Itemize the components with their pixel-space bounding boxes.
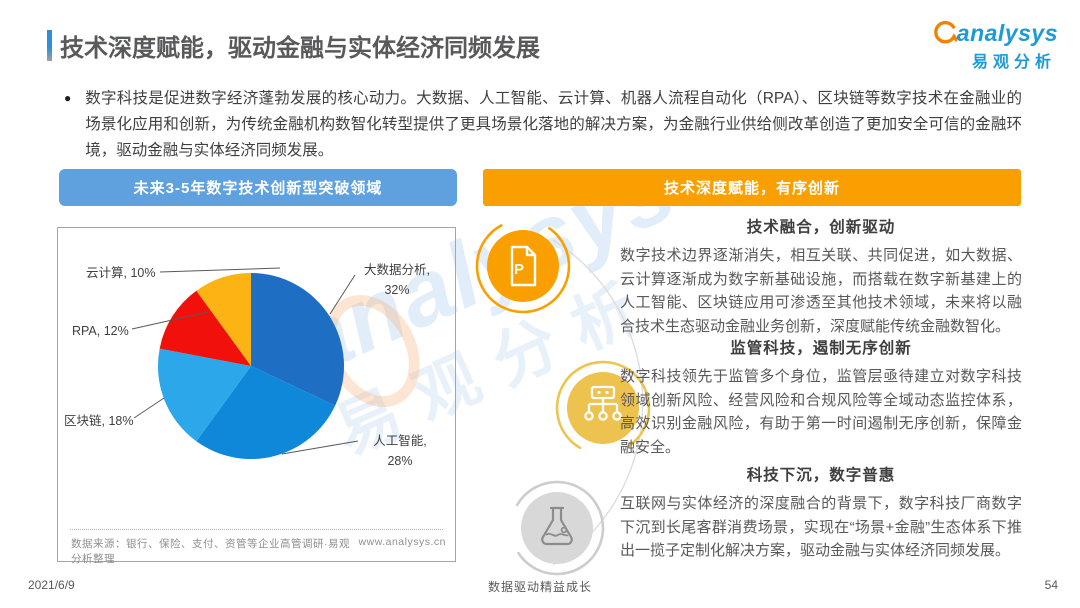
pie-leader-line — [133, 397, 165, 419]
pie-leader-line — [329, 274, 356, 315]
pie-label-云计算: 云计算, 10% — [86, 266, 156, 280]
document-p-icon: P — [475, 218, 571, 314]
svg-text:P: P — [514, 261, 524, 278]
intro-text: 数字科技是促进数字经济蓬勃发展的核心动力。大数据、人工智能、云计算、机器人流程自… — [85, 90, 1022, 159]
pie-label-RPA: RPA, 12% — [72, 324, 129, 338]
pie-label-人工智能: 人工智能, 28% — [373, 434, 427, 468]
section-body: 互联网与实体经济的深度融合的背景下，数字科技厂商数字下沉到长尾客群消费场景，实现… — [620, 495, 1022, 559]
website-text: www.analysys.cn — [358, 536, 446, 548]
analysys-logo: analysys 易观分析 — [930, 20, 1058, 72]
flask-icon — [509, 480, 605, 576]
intro-paragraph: ● 数字科技是促进数字经济蓬勃发展的核心动力。大数据、人工智能、云计算、机器人流… — [64, 86, 1022, 164]
page-title: 技术深度赋能，驱动金融与实体经济同频发展 — [60, 35, 540, 62]
pie-leader-line — [281, 440, 359, 455]
section-body: 数字技术边界逐渐消失，相互关联、共同促进，如大数据、云计算逐渐成为数字新基础设施… — [620, 247, 1022, 335]
pie-label-区块链: 区块链, 18% — [64, 414, 134, 428]
logo-swoosh-icon — [933, 20, 957, 44]
pie-chart — [131, 267, 359, 459]
pie-slice-RPA — [159, 290, 251, 366]
section-tech-inclusion: 科技下沉，数字普惠 互联网与实体经济的深度融合的背景下，数字科技厂商数字下沉到长… — [620, 463, 1022, 563]
pie-slice-区块链 — [158, 348, 251, 442]
footer-date: 2021/6/9 — [28, 578, 75, 592]
logo-en-text: analysys — [956, 20, 1058, 46]
section-title: 监管科技，遏制无序创新 — [730, 340, 912, 357]
section-regtech: 监管科技，遏制无序创新 数字科技领先于监管多个身位，监管层亟待建立对数字科技领域… — [620, 336, 1022, 459]
bullet-icon: ● — [64, 91, 72, 105]
banner-right-title: 技术深度赋能，有序创新 — [483, 169, 1021, 206]
section-body: 数字科技领先于监管多个身位，监管层亟待建立对数字科技领域创新风险、经营风险和合规… — [620, 368, 1022, 456]
pie-label-大数据分析: 大数据分析, 32% — [364, 263, 430, 297]
pie-slice-大数据分析 — [251, 273, 344, 406]
pie-slice-云计算 — [196, 273, 251, 366]
page-number: 54 — [1044, 578, 1058, 592]
title-accent-bar — [47, 30, 52, 61]
section-title: 科技下沉，数字普惠 — [746, 467, 896, 484]
dotted-separator — [70, 529, 443, 530]
section-title: 技术融合，创新驱动 — [746, 219, 896, 236]
banner-left-chart-title: 未来3-5年数字技术创新型突破领域 — [59, 169, 457, 206]
logo-cn-text: 易观分析 — [971, 54, 1056, 71]
pie-chart-panel: 大数据分析, 32% 人工智能, 28% 区块链, 18% RPA, 12% 云计算, 10… — [57, 227, 456, 565]
pie-leader-line — [131, 311, 209, 330]
pie-slice-人工智能 — [196, 366, 336, 459]
section-tech-fusion: 技术融合，创新驱动 数字技术边界逐渐消失，相互关联、共同促进，如大数据、云计算逐… — [620, 215, 1022, 338]
footer-slogan: 数据驱动精益成长 — [487, 580, 592, 594]
source-note: 数据来源：银行、保险、支付、资管等企业高管调研·易观分析整理 — [71, 538, 350, 565]
pie-leader-line — [159, 267, 281, 273]
